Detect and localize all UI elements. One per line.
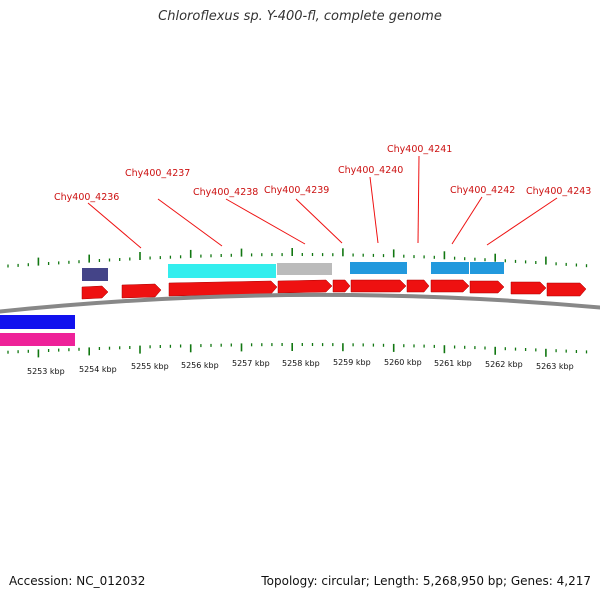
feature-track-lower-left (0, 315, 75, 346)
top-tick-row (7, 248, 588, 268)
gene-label-4238: Chy400_4238 (193, 187, 258, 198)
kbp-label: 5254 kbp (79, 365, 117, 374)
map-title: Chloroflexus sp. Y-400-fl, complete geno… (158, 9, 442, 24)
feature-navy (82, 268, 108, 281)
callout-line-4238 (225, 198, 306, 245)
feature-magenta (0, 333, 75, 346)
feature-blue-1 (350, 262, 407, 274)
cds-arrow (510, 281, 547, 295)
gene-label-4236: Chy400_4236 (54, 192, 119, 203)
callout-line-4240 (369, 176, 379, 244)
gene-callout-lines (87, 155, 558, 249)
feature-track-upper (82, 262, 504, 281)
feature-cyan (168, 264, 276, 278)
gene-label-4237: Chy400_4237 (125, 168, 190, 179)
cds-arrow (350, 279, 407, 293)
gene-label-4242: Chy400_4242 (450, 185, 515, 196)
feature-blue-strong (0, 315, 75, 329)
bottom-tick-row (7, 343, 588, 358)
cds-arrow (277, 279, 333, 294)
callout-line-4237 (157, 198, 223, 247)
kbp-label: 5260 kbp (384, 358, 422, 367)
cds-arrow (81, 285, 109, 300)
feature-gray (277, 263, 332, 275)
gene-label-4241: Chy400_4241 (387, 144, 452, 155)
cds-arrow (430, 279, 470, 293)
cds-track (81, 279, 587, 300)
kbp-axis-labels: 5253 kbp 5254 kbp 5255 kbp 5256 kbp 5257… (27, 358, 574, 376)
feature-blue-2 (431, 262, 469, 274)
callout-line-4241 (417, 155, 420, 244)
kbp-label: 5253 kbp (27, 367, 65, 376)
kbp-label: 5262 kbp (485, 360, 523, 369)
gene-label-4239: Chy400_4239 (264, 185, 329, 196)
accession-text: Accession: NC_012032 (9, 574, 146, 588)
cds-arrow (332, 279, 351, 293)
callout-line-4239 (295, 198, 343, 244)
cds-arrow (168, 280, 278, 297)
kbp-label: 5263 kbp (536, 362, 574, 371)
cds-arrow (121, 283, 162, 299)
kbp-label: 5257 kbp (232, 359, 270, 368)
gene-label-4243: Chy400_4243 (526, 186, 591, 197)
cds-arrow (406, 279, 430, 293)
callout-line-4242 (451, 196, 483, 245)
cds-arrow (546, 282, 587, 297)
genome-summary-text: Topology: circular; Length: 5,268,950 bp… (261, 574, 591, 588)
callout-line-4236 (87, 202, 142, 249)
kbp-label: 5255 kbp (131, 362, 169, 371)
genome-backbone (0, 292, 600, 314)
feature-blue-3 (470, 262, 504, 274)
callout-line-4243 (486, 197, 558, 246)
kbp-label: 5259 kbp (333, 358, 371, 367)
kbp-label: 5258 kbp (282, 359, 320, 368)
kbp-label: 5261 kbp (434, 359, 472, 368)
kbp-label: 5256 kbp (181, 361, 219, 370)
gene-labels: Chy400_4236 Chy400_4237 Chy400_4238 Chy4… (54, 144, 591, 203)
cds-arrow (469, 280, 505, 294)
gene-label-4240: Chy400_4240 (338, 165, 403, 176)
